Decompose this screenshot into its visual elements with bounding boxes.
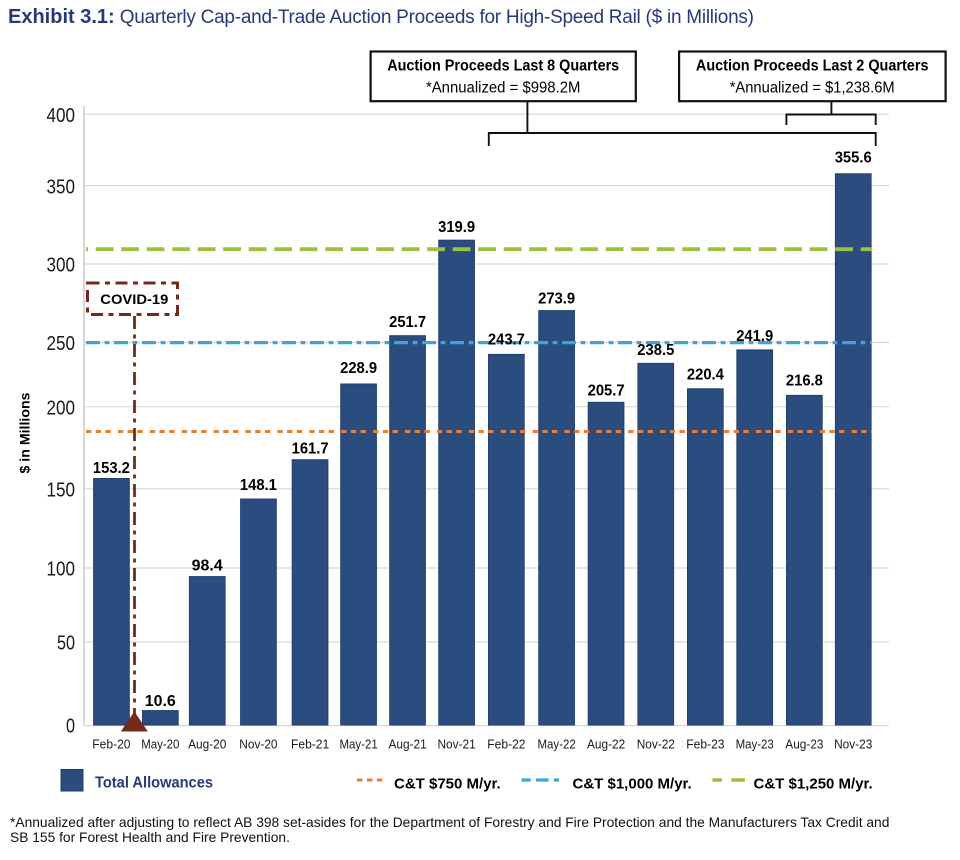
svg-text:148.1: 148.1 [240, 477, 277, 494]
svg-text:Auction Proceeds Last 2 Quarte: Auction Proceeds Last 2 Quarters [696, 58, 929, 75]
svg-text:May-22: May-22 [538, 736, 576, 751]
svg-text:Auction Proceeds Last 8 Quarte: Auction Proceeds Last 8 Quarters [387, 58, 619, 75]
svg-text:300: 300 [47, 255, 76, 277]
svg-text:Nov-23: Nov-23 [834, 736, 872, 751]
svg-text:100: 100 [47, 559, 76, 581]
svg-text:Nov-20: Nov-20 [239, 736, 277, 751]
svg-text:Nov-22: Nov-22 [637, 736, 675, 751]
svg-text:Feb-20: Feb-20 [92, 736, 130, 751]
svg-text:COVID-19: COVID-19 [100, 291, 168, 307]
svg-text:May-20: May-20 [141, 736, 179, 751]
svg-text:Nov-21: Nov-21 [438, 736, 476, 751]
svg-text:350: 350 [47, 176, 76, 198]
svg-text:Aug-20: Aug-20 [188, 736, 226, 751]
svg-text:238.5: 238.5 [637, 342, 674, 359]
svg-text:241.9: 241.9 [736, 328, 773, 345]
svg-text:150: 150 [47, 480, 76, 502]
svg-text:C&T $1,250 M/yr.: C&T $1,250 M/yr. [754, 776, 873, 793]
svg-text:153.2: 153.2 [93, 460, 130, 477]
svg-text:May-21: May-21 [340, 736, 378, 751]
svg-text:161.7: 161.7 [292, 440, 329, 457]
svg-text:*Annualized = $998.2M: *Annualized = $998.2M [426, 79, 581, 96]
svg-text:May-23: May-23 [736, 736, 774, 751]
svg-text:0: 0 [66, 716, 75, 738]
svg-text:228.9: 228.9 [340, 360, 377, 377]
svg-text:205.7: 205.7 [588, 383, 625, 400]
svg-text:Feb-22: Feb-22 [487, 736, 525, 751]
svg-text:Total Allowances: Total Allowances [95, 775, 213, 792]
svg-text:10.6: 10.6 [145, 693, 176, 710]
svg-text:50: 50 [57, 633, 75, 655]
svg-text:355.6: 355.6 [835, 149, 872, 166]
svg-text:$ in Millions: $ in Millions [17, 392, 33, 473]
svg-text:251.7: 251.7 [389, 314, 426, 331]
svg-text:216.8: 216.8 [786, 373, 823, 390]
svg-text:243.7: 243.7 [488, 332, 525, 349]
svg-text:250: 250 [47, 333, 76, 355]
svg-text:273.9: 273.9 [538, 290, 575, 307]
svg-text:Aug-23: Aug-23 [785, 736, 823, 751]
svg-text:C&T $750 M/yr.: C&T $750 M/yr. [394, 776, 501, 793]
svg-text:Aug-22: Aug-22 [587, 736, 625, 751]
svg-text:C&T $1,000 M/yr.: C&T $1,000 M/yr. [573, 776, 692, 793]
svg-text:220.4: 220.4 [687, 367, 724, 384]
svg-text:*Annualized = $1,238.6M: *Annualized = $1,238.6M [730, 79, 895, 96]
svg-text:200: 200 [47, 397, 76, 419]
svg-text:Aug-21: Aug-21 [389, 736, 427, 751]
svg-text:Feb-21: Feb-21 [291, 736, 329, 751]
svg-text:Feb-23: Feb-23 [686, 736, 724, 751]
svg-text:98.4: 98.4 [192, 558, 223, 575]
svg-text:400: 400 [47, 105, 76, 127]
svg-text:319.9: 319.9 [438, 219, 475, 236]
